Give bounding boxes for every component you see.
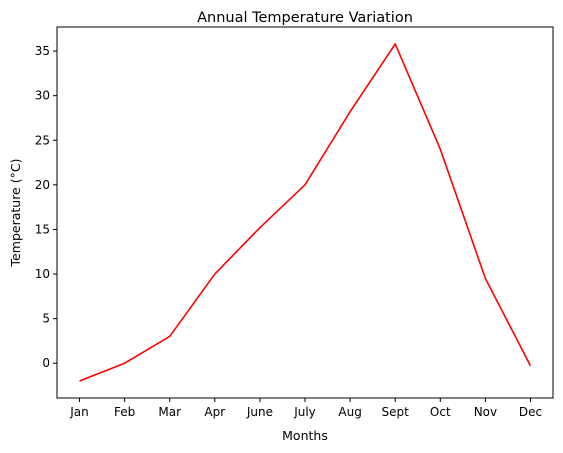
x-tick-label: Aug <box>338 405 361 419</box>
x-tick-label: Sept <box>382 405 410 419</box>
x-tick-label: Jan <box>69 405 89 419</box>
y-tick-label: 35 <box>35 44 50 58</box>
x-tick-label: Apr <box>204 405 225 419</box>
y-tick-label: 20 <box>35 178 50 192</box>
x-tick-label: July <box>293 405 316 419</box>
x-axis-label: Months <box>282 428 328 443</box>
x-tick-label: Dec <box>519 405 542 419</box>
x-tick-label: Oct <box>430 405 451 419</box>
y-tick-label: 10 <box>35 267 50 281</box>
x-axis: Jan Feb Mar Apr June July Aug Sept Oct Nov Dec <box>69 398 542 419</box>
x-tick-label: Feb <box>114 405 135 419</box>
y-axis-label: Temperature (°C) <box>8 159 23 268</box>
y-tick-label: 0 <box>42 356 50 370</box>
x-tick-label: Mar <box>158 405 181 419</box>
y-tick-label: 15 <box>35 222 50 236</box>
y-tick-label: 25 <box>35 133 50 147</box>
temperature-series-line <box>79 43 532 382</box>
y-axis: 0 5 10 15 20 25 30 35 <box>35 44 57 370</box>
chart-title: Annual Temperature Variation <box>197 10 413 26</box>
x-tick-label: June <box>246 405 273 419</box>
y-tick-label: 30 <box>35 89 50 103</box>
plot-area <box>79 43 532 382</box>
plot-frame <box>56 26 554 399</box>
y-tick-label: 5 <box>42 312 50 326</box>
x-tick-label: Nov <box>474 405 497 419</box>
